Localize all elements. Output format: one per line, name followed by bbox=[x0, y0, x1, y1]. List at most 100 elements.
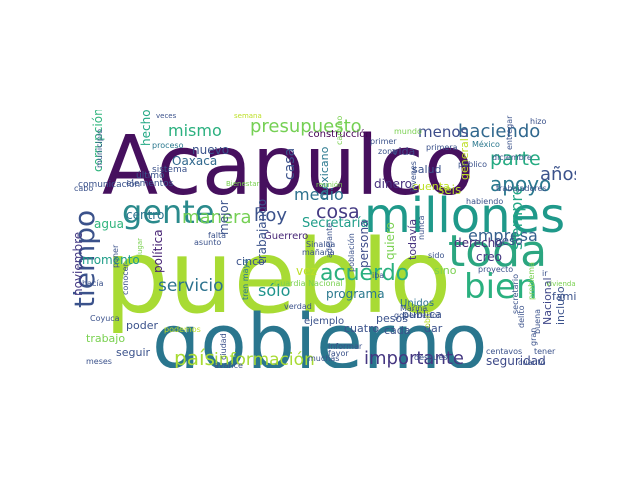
word-diciembre: diciembre bbox=[492, 153, 532, 162]
word-medio: medio bbox=[294, 185, 344, 204]
word-muchas: muchas bbox=[308, 354, 339, 363]
word-poder: poder bbox=[126, 319, 158, 332]
word-méxico: México bbox=[472, 139, 500, 149]
word-acuerdo: acuerdo bbox=[320, 261, 409, 286]
word-pueblo: pueblo bbox=[104, 218, 452, 337]
word-delito: delito bbox=[517, 305, 526, 328]
word-verdad: verdad bbox=[284, 302, 312, 311]
word-importante: importante bbox=[364, 348, 464, 368]
word-derecho: derecho bbox=[454, 236, 503, 250]
word-secretario: secretario bbox=[511, 274, 520, 314]
word-dinero: dinero bbox=[374, 177, 412, 191]
word-asunto: asunto bbox=[194, 238, 221, 247]
word-dar: dar bbox=[424, 322, 443, 335]
word-informar: informar bbox=[328, 342, 363, 351]
word-después: después bbox=[414, 352, 447, 362]
word-mundo: mundo bbox=[394, 127, 422, 136]
word-noviembre: noviembre bbox=[71, 232, 85, 296]
word-podemos: podemos bbox=[164, 325, 201, 334]
word-momento: momento bbox=[82, 253, 140, 267]
word-hoy: hoy bbox=[254, 205, 287, 226]
word-zona: zona bbox=[378, 147, 397, 156]
word-hecho: hecho bbox=[139, 110, 153, 146]
word-salud: salud bbox=[412, 163, 441, 176]
word-pública: pública bbox=[402, 308, 442, 321]
word-semana: semana bbox=[234, 112, 262, 120]
word-favor: favor bbox=[328, 349, 349, 358]
word-seguir: seguir bbox=[116, 346, 151, 359]
word-proceso: proceso bbox=[152, 141, 184, 150]
word-pesos: pesos bbox=[376, 312, 408, 325]
word-coyuca: Coyuca bbox=[90, 314, 120, 323]
word-población: población bbox=[346, 233, 356, 272]
word-toda: toda bbox=[448, 226, 547, 277]
word-nunca: nunca bbox=[417, 215, 426, 240]
word-presupuesto: presupuesto bbox=[250, 116, 362, 137]
word-comunicación: comunicación bbox=[78, 179, 140, 190]
word-público: público bbox=[458, 160, 487, 169]
word-general: general bbox=[458, 138, 471, 180]
word-entregar: entregar bbox=[505, 115, 514, 150]
word-vivienda: vivienda bbox=[546, 280, 576, 288]
word-tren-maya: tren maya bbox=[241, 259, 250, 300]
word-años: años bbox=[540, 164, 576, 185]
word-menos: menos bbox=[418, 123, 469, 141]
word-veces: veces bbox=[156, 112, 177, 120]
word-tener: tener bbox=[534, 347, 556, 356]
word-acapulco: Acapulco bbox=[102, 119, 474, 214]
word-elementos: elementos bbox=[126, 179, 174, 189]
word-familia: familia bbox=[552, 290, 576, 303]
word-conocer: conocer bbox=[121, 262, 130, 295]
word-mejor: mejor bbox=[217, 200, 231, 235]
word-secretaría: Secretaría bbox=[302, 216, 368, 231]
word-meses: meses bbox=[86, 357, 112, 366]
word-seis: seis bbox=[438, 183, 461, 197]
word-apoyo: apoyo bbox=[490, 172, 551, 196]
word-cinco: cinco bbox=[236, 255, 265, 268]
word-empresa: empresa bbox=[468, 226, 538, 245]
word-corrupción: corrupción bbox=[91, 110, 105, 172]
word-poner: poner bbox=[111, 244, 120, 268]
word-ejemplo: ejemplo bbox=[304, 316, 344, 327]
word-centro: centro bbox=[126, 208, 164, 222]
word-seguridad: seguridad bbox=[486, 354, 546, 368]
word-proyecto: proyecto bbox=[478, 265, 513, 274]
word-cloud: pueblo Acapulco gobierno millones toda bien ge… bbox=[66, 110, 576, 368]
word-marina: Marina bbox=[400, 304, 427, 313]
word-nuevo: nuevo bbox=[192, 143, 229, 157]
word-persona: persona bbox=[357, 220, 371, 269]
word-vez: vez bbox=[296, 264, 317, 278]
word-bien: bien bbox=[464, 267, 538, 307]
word-casa: casa bbox=[282, 148, 298, 180]
word-hacía: hacía bbox=[82, 279, 104, 288]
word-creo: creo bbox=[476, 250, 502, 264]
word-cada: cada bbox=[384, 324, 411, 337]
word-problema: problema bbox=[527, 262, 536, 300]
word-cosa: cosa bbox=[316, 201, 360, 223]
word-cabo: cabo bbox=[74, 184, 93, 193]
word-mexicano: mexicano bbox=[318, 146, 331, 200]
word-manera: manera bbox=[182, 207, 251, 228]
word-ciudad: ciudad bbox=[219, 333, 228, 360]
word-reunión: reunión bbox=[316, 181, 343, 189]
word-peso: peso bbox=[494, 234, 523, 248]
word-política: política bbox=[151, 229, 165, 273]
word-jóvenes: jóvenes bbox=[408, 161, 418, 193]
word-todavía: todavía bbox=[406, 219, 419, 260]
word-quiero: quiero bbox=[383, 222, 397, 260]
word-ir: ir bbox=[542, 269, 548, 278]
word-sólo: sólo bbox=[258, 281, 290, 300]
word-trabajo: trabajo bbox=[86, 332, 125, 345]
word-gran: gran bbox=[529, 328, 538, 346]
word-iba: iba bbox=[372, 271, 384, 280]
word-trabajadores: trabajadores bbox=[496, 184, 547, 193]
word-mismo: mismo bbox=[168, 121, 222, 140]
word-país: país bbox=[174, 346, 215, 368]
word-millones: millones bbox=[364, 188, 565, 244]
word-mañana: mañana bbox=[302, 248, 335, 257]
word-último: último bbox=[136, 171, 165, 181]
word-sinaloa: Sinaloa bbox=[306, 240, 335, 249]
word-oaxaca: Oaxaca bbox=[172, 154, 217, 168]
word-avance: avance bbox=[214, 361, 243, 368]
